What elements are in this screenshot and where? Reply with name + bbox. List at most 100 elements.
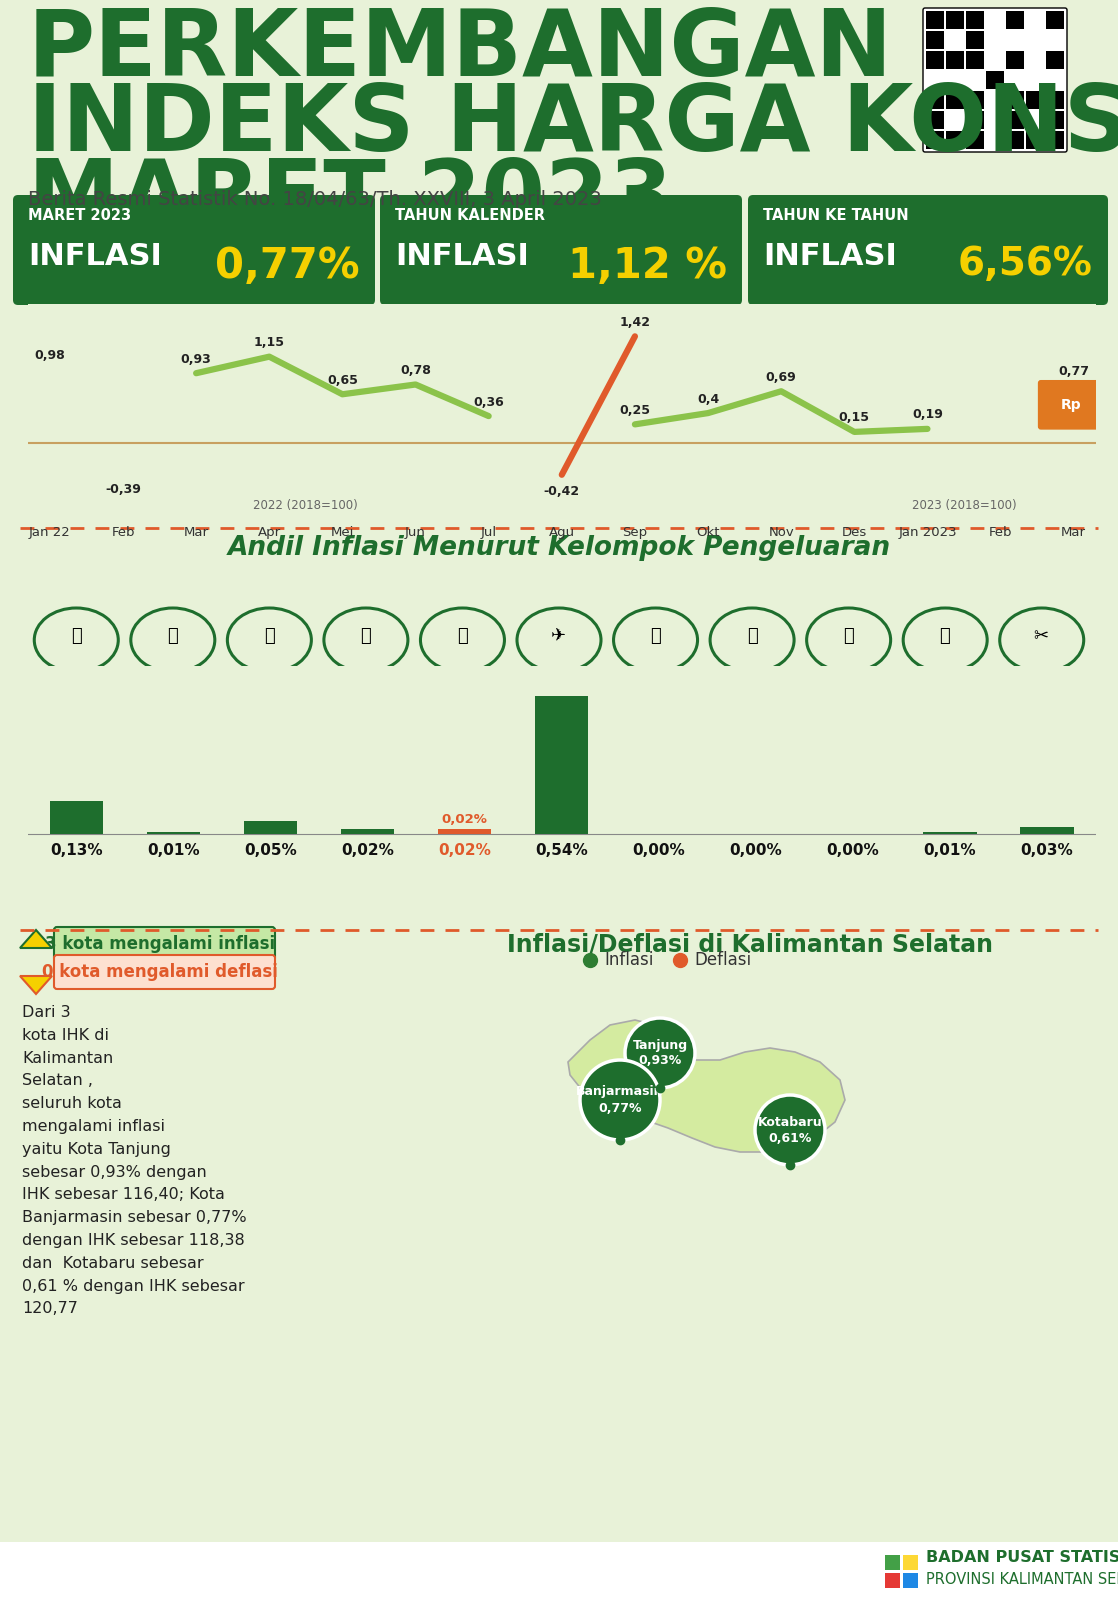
Text: Rekreasi,
Olahraga
& Budaya: Rekreasi, Olahraga & Budaya	[729, 675, 775, 704]
Text: 0,4: 0,4	[697, 392, 719, 405]
Text: 1,42: 1,42	[619, 315, 651, 330]
FancyBboxPatch shape	[885, 1573, 900, 1587]
Polygon shape	[20, 930, 53, 947]
Text: 0,65: 0,65	[326, 374, 358, 387]
FancyBboxPatch shape	[1006, 11, 1024, 29]
FancyBboxPatch shape	[946, 51, 964, 69]
Text: 1,15: 1,15	[254, 336, 285, 349]
FancyBboxPatch shape	[926, 131, 944, 149]
FancyBboxPatch shape	[1038, 379, 1106, 430]
Text: Penyediaan
Makanan &
Minuman/
Restoran: Penyediaan Makanan & Minuman/ Restoran	[918, 675, 973, 715]
Text: 0,25: 0,25	[619, 403, 651, 418]
FancyBboxPatch shape	[923, 8, 1067, 152]
FancyBboxPatch shape	[946, 11, 964, 29]
FancyBboxPatch shape	[1046, 91, 1064, 109]
Text: INFLASI: INFLASI	[28, 242, 162, 270]
FancyBboxPatch shape	[926, 11, 944, 29]
Bar	[1021, 827, 1073, 834]
FancyBboxPatch shape	[748, 195, 1108, 306]
Text: INFLASI: INFLASI	[762, 242, 897, 270]
Text: MARET 2023: MARET 2023	[28, 155, 673, 245]
Text: 0,05%: 0,05%	[244, 843, 297, 858]
Text: 0,78: 0,78	[400, 363, 430, 378]
FancyBboxPatch shape	[885, 1555, 900, 1570]
Text: 0,98: 0,98	[35, 349, 65, 362]
FancyBboxPatch shape	[946, 91, 964, 109]
FancyBboxPatch shape	[54, 955, 275, 989]
FancyBboxPatch shape	[946, 131, 964, 149]
FancyBboxPatch shape	[966, 30, 984, 50]
FancyBboxPatch shape	[1046, 131, 1064, 149]
Text: Pendidikan: Pendidikan	[823, 675, 874, 685]
Text: ✈️: ✈️	[551, 627, 567, 645]
Text: Inflasi/Deflasi di Kalimantan Selatan: Inflasi/Deflasi di Kalimantan Selatan	[506, 931, 993, 955]
Bar	[536, 696, 588, 834]
FancyBboxPatch shape	[1026, 131, 1044, 149]
Text: 0,15: 0,15	[838, 411, 870, 424]
Text: Pakaian &
Alas Kaki: Pakaian & Alas Kaki	[149, 675, 197, 694]
Text: TAHUN KALENDER: TAHUN KALENDER	[395, 208, 544, 222]
Circle shape	[625, 1018, 695, 1088]
FancyBboxPatch shape	[966, 11, 984, 29]
FancyBboxPatch shape	[926, 30, 944, 50]
FancyBboxPatch shape	[1026, 91, 1044, 109]
Text: Rp: Rp	[1061, 398, 1082, 411]
Text: Deflasi: Deflasi	[694, 950, 751, 970]
Text: 0,13%: 0,13%	[50, 843, 103, 858]
Text: ✂️: ✂️	[1034, 627, 1050, 645]
Text: Perumahan,
Air, Listrik &
Bahan
Bakar Rumah
Tangga: Perumahan, Air, Listrik & Bahan Bakar Ru…	[237, 675, 302, 726]
Polygon shape	[20, 976, 53, 994]
Text: INFLASI: INFLASI	[395, 242, 529, 270]
Text: -0,39: -0,39	[105, 483, 141, 496]
Text: Andil Inflasi Menurut Kelompok Pengeluaran: Andil Inflasi Menurut Kelompok Pengeluar…	[227, 534, 891, 562]
Text: 0,77: 0,77	[1059, 365, 1089, 378]
FancyBboxPatch shape	[0, 0, 1118, 194]
Text: 0,54%: 0,54%	[536, 843, 588, 858]
Text: Transportasi: Transportasi	[530, 675, 588, 685]
Text: 0,01%: 0,01%	[923, 843, 976, 858]
Text: 0,03%: 0,03%	[1021, 843, 1073, 858]
Text: MARET 2023: MARET 2023	[28, 208, 131, 222]
Text: ⚽: ⚽	[747, 627, 758, 645]
Text: 0,02%: 0,02%	[442, 813, 487, 826]
Text: 2023 (2018=100): 2023 (2018=100)	[911, 499, 1016, 512]
FancyBboxPatch shape	[1046, 11, 1064, 29]
FancyBboxPatch shape	[1046, 110, 1064, 130]
FancyBboxPatch shape	[0, 1542, 1118, 1600]
Text: 6,56%: 6,56%	[958, 245, 1093, 283]
Text: Inflasi: Inflasi	[604, 950, 653, 970]
Text: Kesehatan: Kesehatan	[437, 675, 487, 685]
FancyBboxPatch shape	[1006, 51, 1024, 69]
Text: 0,01%: 0,01%	[148, 843, 200, 858]
FancyBboxPatch shape	[966, 91, 984, 109]
Text: Perawatan
Pribadi &
Jasa Lainnya: Perawatan Pribadi & Jasa Lainnya	[1012, 675, 1071, 704]
Text: Kotabaru
0,61%: Kotabaru 0,61%	[758, 1115, 823, 1144]
Text: 🎓: 🎓	[843, 627, 854, 645]
Text: 0,19: 0,19	[912, 408, 942, 421]
FancyBboxPatch shape	[380, 195, 742, 306]
Polygon shape	[568, 1021, 845, 1152]
Text: Tanjung
0,93%: Tanjung 0,93%	[633, 1038, 688, 1067]
Text: 0,36: 0,36	[473, 395, 504, 408]
Text: 3 kota mengalami inflasi: 3 kota mengalami inflasi	[45, 934, 275, 954]
Text: 🏠: 🏠	[264, 627, 275, 645]
FancyBboxPatch shape	[903, 1555, 918, 1570]
Bar	[438, 829, 492, 834]
FancyBboxPatch shape	[986, 70, 1004, 90]
Text: 🔧: 🔧	[360, 627, 371, 645]
Text: TAHUN KE TAHUN: TAHUN KE TAHUN	[762, 208, 909, 222]
FancyBboxPatch shape	[966, 51, 984, 69]
Text: Berita Resmi Statistik No. 18/04/63/Th. XXVIII, 3 April 2023: Berita Resmi Statistik No. 18/04/63/Th. …	[28, 190, 601, 210]
Circle shape	[580, 1059, 660, 1139]
FancyBboxPatch shape	[1006, 110, 1024, 130]
Text: 0,93: 0,93	[181, 352, 211, 366]
FancyBboxPatch shape	[1006, 91, 1024, 109]
Text: 0,77%: 0,77%	[216, 245, 360, 286]
Text: 0,02%: 0,02%	[341, 843, 395, 858]
Text: 0,02%: 0,02%	[438, 843, 491, 858]
Text: PERKEMBANGAN: PERKEMBANGAN	[28, 5, 893, 94]
Text: 2022 (2018=100): 2022 (2018=100)	[254, 499, 358, 512]
Text: 📱: 📱	[651, 627, 661, 645]
FancyBboxPatch shape	[1006, 131, 1024, 149]
Bar	[146, 832, 200, 834]
